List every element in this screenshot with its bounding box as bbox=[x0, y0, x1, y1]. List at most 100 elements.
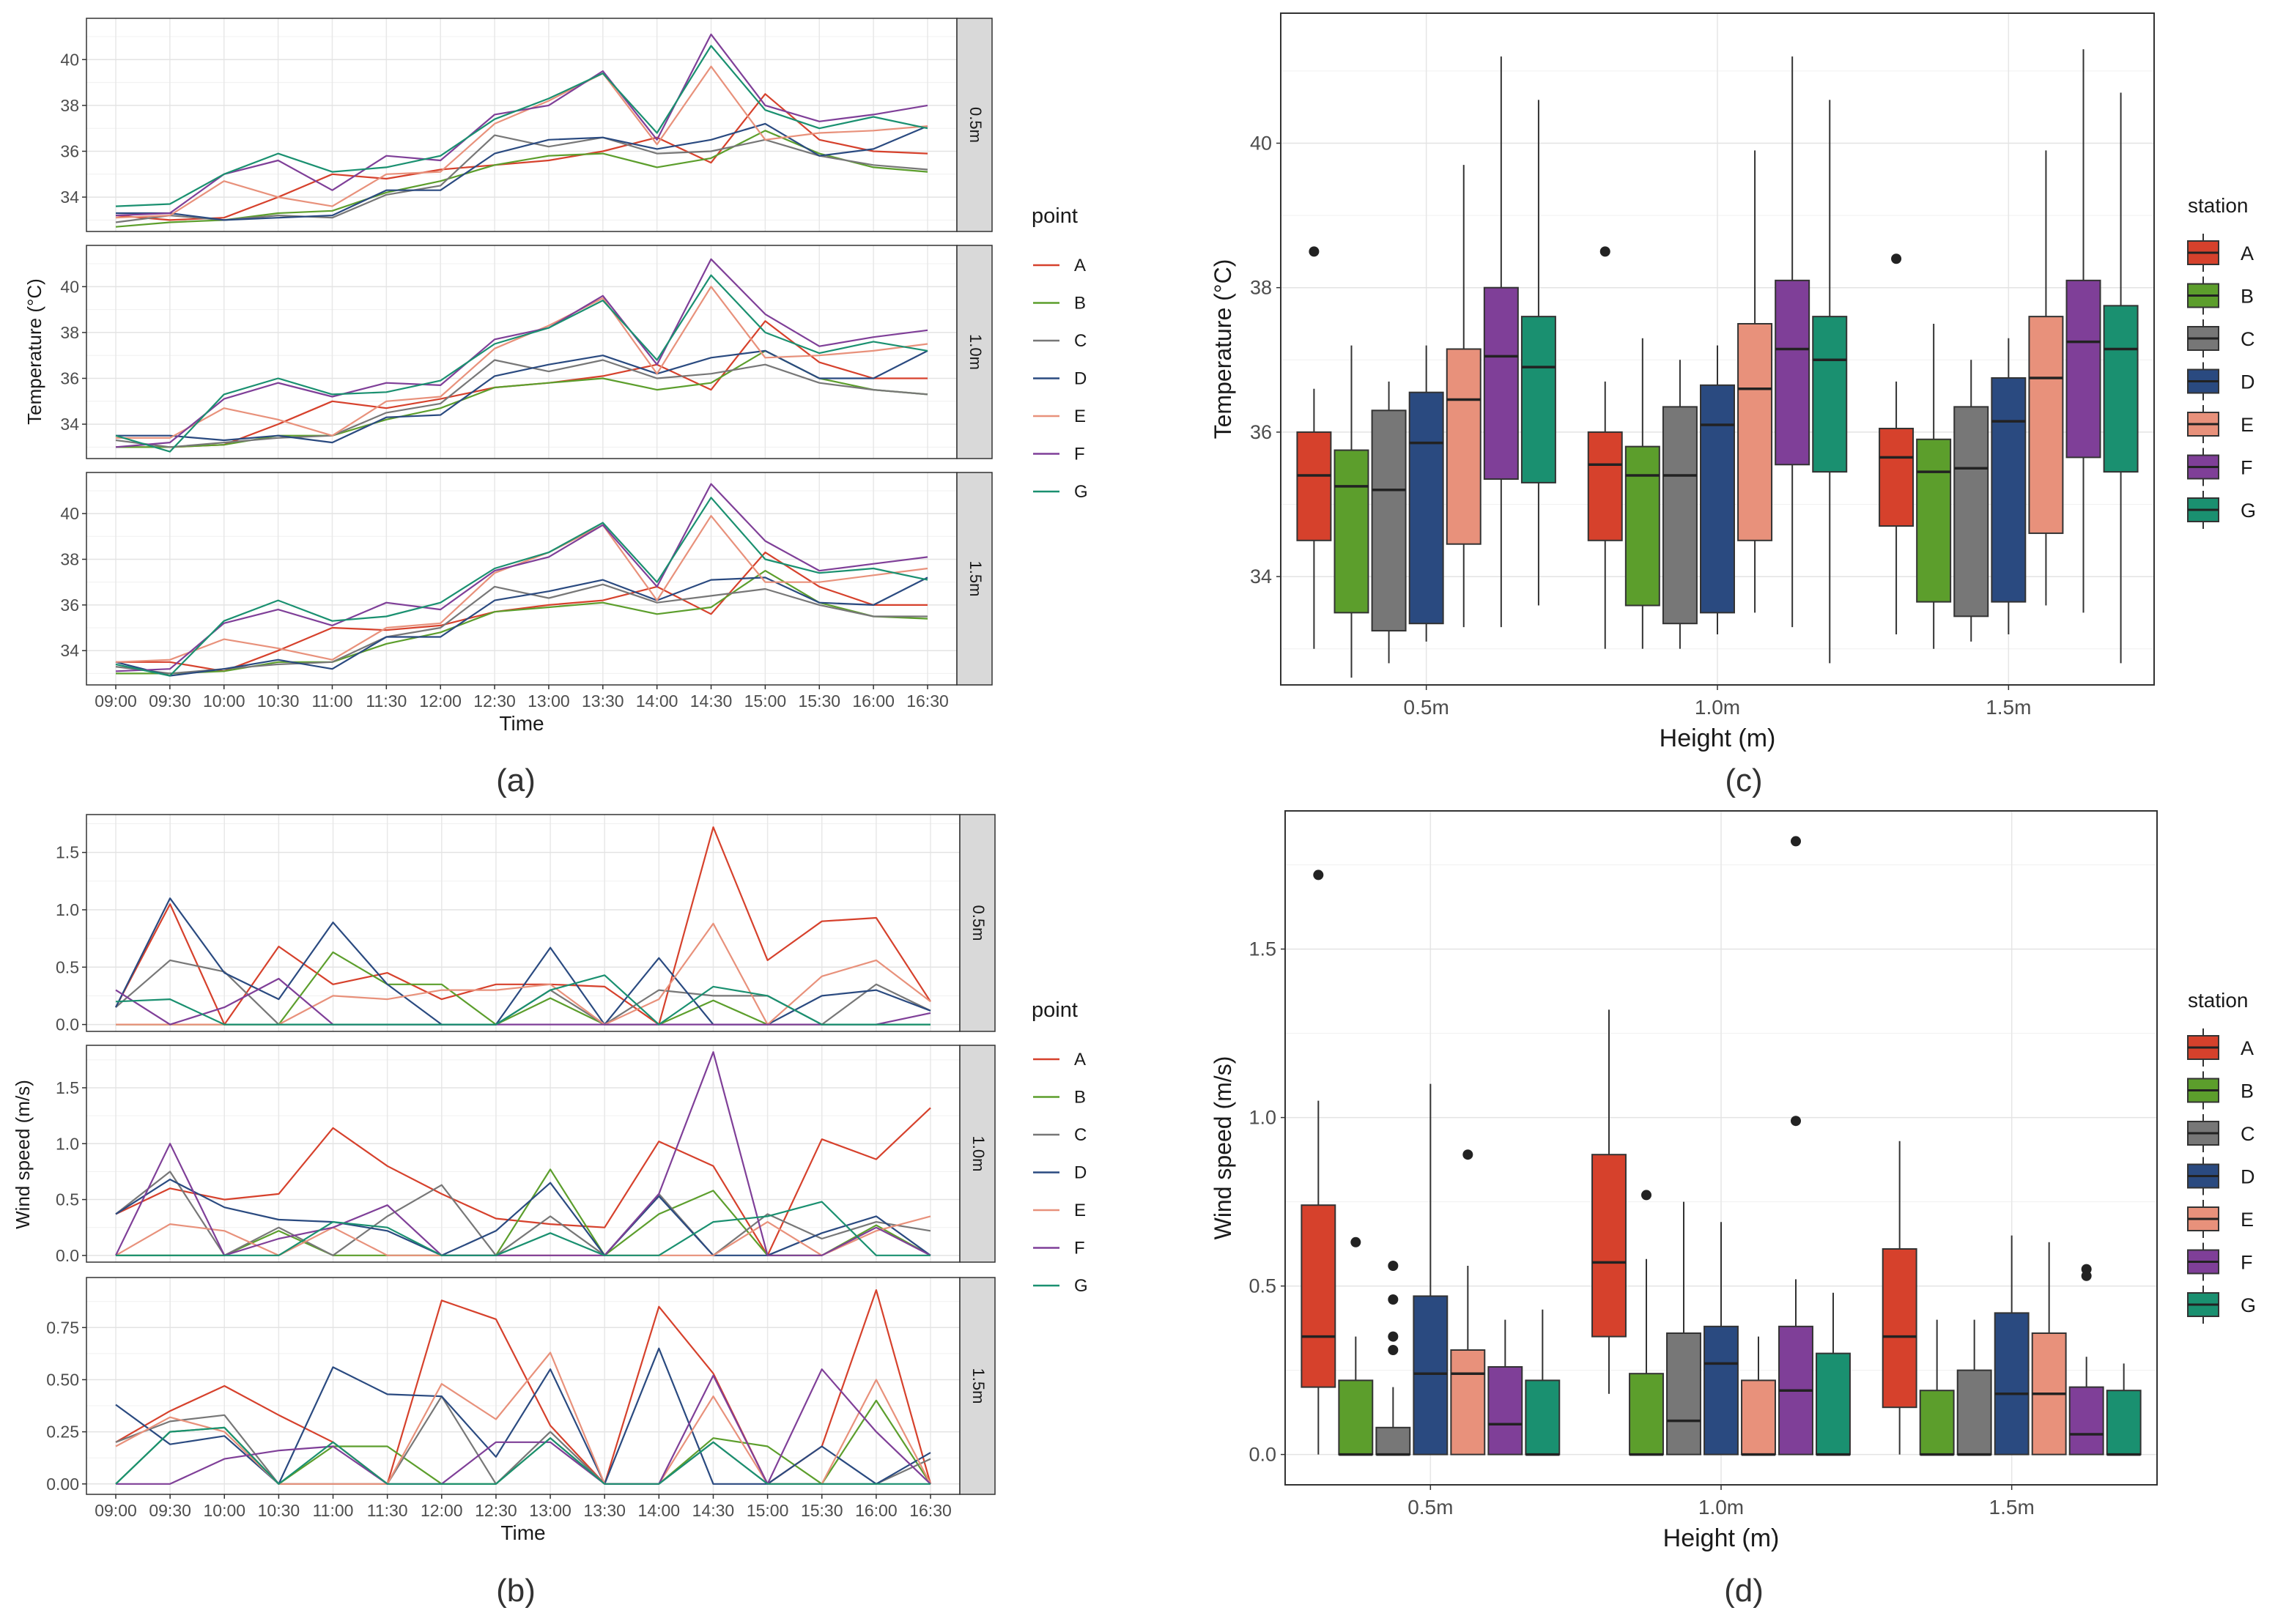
x-tick-label: 1.5m bbox=[1986, 696, 2031, 719]
y-tick-label: 0.50 bbox=[46, 1370, 79, 1389]
legend-title: station bbox=[2188, 989, 2249, 1012]
box-d bbox=[1991, 377, 2027, 603]
x-tick-label: 11:00 bbox=[312, 692, 353, 711]
x-tick-label: 10:30 bbox=[257, 692, 300, 711]
x-tick-label: 11:00 bbox=[313, 1501, 354, 1520]
x-tick-label: 13:30 bbox=[583, 1501, 626, 1520]
x-axis-title: Height (m) bbox=[1663, 1524, 1780, 1552]
y-tick-label: 1.0 bbox=[1249, 1107, 1276, 1129]
box-g bbox=[1812, 316, 1848, 473]
x-tick-label: 14:00 bbox=[636, 692, 678, 711]
outlier-point-c bbox=[1388, 1331, 1399, 1342]
facet-strip bbox=[959, 1045, 996, 1263]
box-a bbox=[1587, 431, 1623, 541]
box-f bbox=[1483, 286, 1519, 480]
facet-strip bbox=[956, 472, 993, 686]
series-line-d bbox=[115, 1347, 931, 1485]
y-tick-label: 34 bbox=[60, 188, 79, 207]
legend-label: C bbox=[2241, 1123, 2255, 1145]
y-tick-label: 38 bbox=[1250, 277, 1272, 299]
caption: (d) bbox=[1724, 1573, 1764, 1609]
legend-label: G bbox=[2241, 1294, 2256, 1316]
x-tick-label: 12:00 bbox=[421, 1501, 463, 1520]
x-tick-label: 10:00 bbox=[203, 1501, 245, 1520]
box-g bbox=[1816, 1352, 1851, 1456]
box-f bbox=[2065, 279, 2101, 459]
box-g bbox=[1520, 316, 1556, 483]
legend-label: A bbox=[1074, 1050, 1086, 1069]
legend-title: point bbox=[1032, 204, 1078, 228]
x-axis-title: Time bbox=[499, 712, 544, 735]
y-axis-title: Wind speed (m/s) bbox=[12, 1080, 34, 1229]
x-axis-title: Time bbox=[500, 1521, 545, 1544]
x-tick-label: 16:00 bbox=[852, 692, 895, 711]
box-c bbox=[1371, 409, 1407, 632]
y-axis-title: Wind speed (m/s) bbox=[1210, 1056, 1236, 1240]
series-line-d bbox=[115, 1178, 931, 1256]
facet-strip-label: 1.5m bbox=[966, 561, 985, 597]
series-line-f bbox=[115, 977, 931, 1026]
legend-label: C bbox=[2241, 328, 2255, 350]
legend-label: B bbox=[2241, 286, 2254, 308]
box-d bbox=[1700, 384, 1735, 614]
y-tick-label: 38 bbox=[60, 96, 79, 115]
facet-strip-label: 0.5m bbox=[966, 107, 985, 143]
x-tick-label: 14:30 bbox=[690, 692, 733, 711]
x-tick-label: 0.5m bbox=[1407, 1496, 1453, 1519]
y-tick-label: 38 bbox=[60, 549, 79, 568]
x-tick-label: 13:30 bbox=[582, 692, 624, 711]
box-b bbox=[1919, 1390, 1955, 1456]
x-tick-label: 16:30 bbox=[906, 692, 949, 711]
y-tick-label: 0.0 bbox=[1249, 1444, 1276, 1466]
y-tick-label: 0.5 bbox=[56, 957, 79, 976]
outlier-point-b bbox=[1641, 1190, 1651, 1201]
series-line-c bbox=[115, 583, 928, 675]
box-c bbox=[1666, 1332, 1701, 1456]
legend-label: E bbox=[2241, 1209, 2254, 1231]
series-line-f bbox=[115, 33, 928, 217]
plot-border bbox=[1284, 810, 2158, 1486]
box-e bbox=[1446, 348, 1481, 545]
legend-label: B bbox=[2241, 1080, 2254, 1102]
caption: (b) bbox=[496, 1573, 536, 1609]
x-tick-label: 13:00 bbox=[529, 1501, 571, 1520]
legend-label: A bbox=[1074, 256, 1086, 275]
box-b bbox=[1338, 1379, 1374, 1456]
legend-label: A bbox=[2241, 1037, 2254, 1059]
legend-label: D bbox=[2241, 371, 2255, 393]
outlier-point-f bbox=[1791, 1116, 1801, 1127]
caption: (a) bbox=[496, 763, 536, 798]
outlier-point-a bbox=[1309, 246, 1320, 257]
x-tick-label: 12:30 bbox=[473, 692, 516, 711]
y-tick-label: 40 bbox=[60, 50, 79, 69]
box-b bbox=[1624, 445, 1660, 607]
y-tick-label: 36 bbox=[60, 368, 79, 388]
y-tick-label: 0.0 bbox=[56, 1015, 79, 1034]
series-line-d bbox=[115, 576, 928, 677]
box-c bbox=[1953, 406, 1989, 618]
legend-title: station bbox=[2188, 194, 2249, 217]
box-f bbox=[1487, 1366, 1523, 1456]
box-c bbox=[1375, 1426, 1411, 1456]
y-axis-title: Temperature (°C) bbox=[1210, 259, 1236, 440]
box-c bbox=[1662, 406, 1698, 625]
box-c bbox=[1956, 1369, 1992, 1456]
facet-strip-label: 1.5m bbox=[969, 1368, 988, 1404]
x-tick-label: 11:30 bbox=[367, 1501, 408, 1520]
x-tick-label: 09:30 bbox=[149, 692, 191, 711]
legend-label: G bbox=[1074, 1276, 1088, 1296]
x-tick-label: 14:30 bbox=[692, 1501, 735, 1520]
x-tick-label: 13:00 bbox=[528, 692, 570, 711]
y-tick-label: 0.25 bbox=[46, 1423, 79, 1442]
panel-a-2 bbox=[86, 472, 957, 685]
panel-a-1 bbox=[86, 245, 957, 459]
panel-a-0 bbox=[86, 18, 957, 231]
series-line-g bbox=[115, 45, 928, 207]
legend-label: C bbox=[1074, 1125, 1087, 1145]
legend-label: G bbox=[1074, 482, 1088, 502]
box-e bbox=[1737, 322, 1773, 541]
x-tick-label: 16:00 bbox=[855, 1501, 898, 1520]
y-tick-label: 0.5 bbox=[56, 1190, 79, 1209]
series-line-a bbox=[116, 551, 928, 672]
series-line-a bbox=[115, 93, 928, 221]
